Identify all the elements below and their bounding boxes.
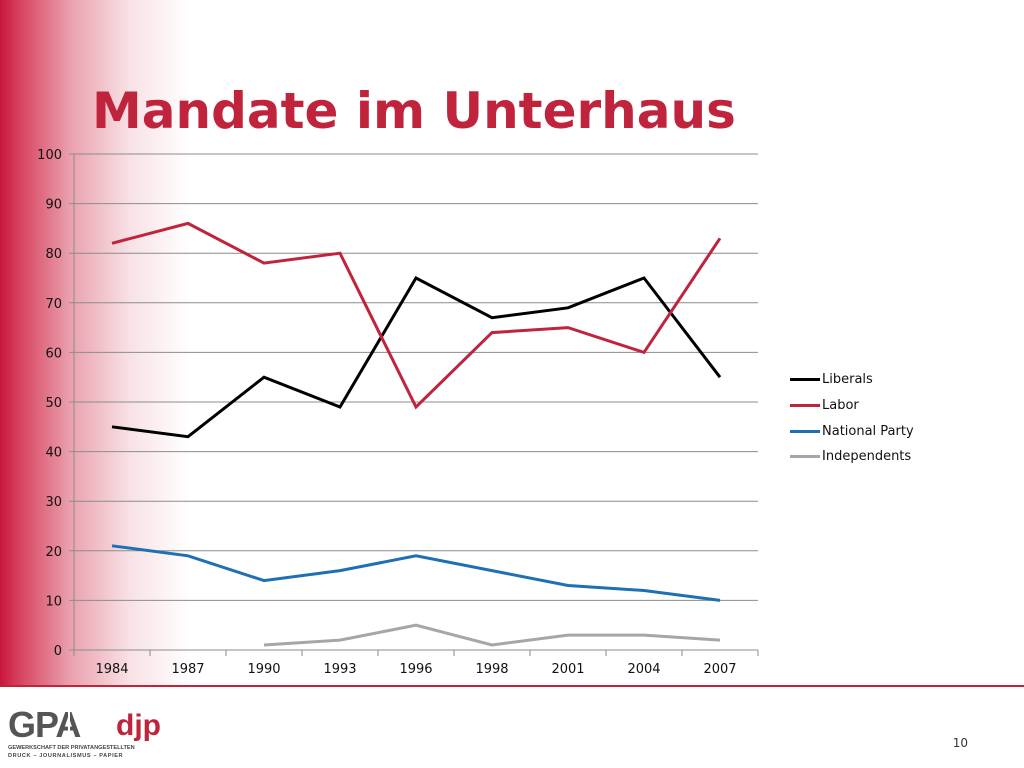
legend-item-national-party: National Party	[790, 418, 914, 444]
x-tick-label: 2004	[627, 662, 660, 677]
x-tick-label: 2001	[551, 662, 584, 677]
legend-swatch-labor	[790, 404, 820, 408]
series-line-national-party	[111, 544, 721, 602]
logo-subtitle-line2: DRUCK – JOURNALISMUS – PAPIER	[8, 753, 123, 759]
legend-item-independents: Independents	[790, 444, 914, 470]
legend-label: Liberals	[822, 372, 873, 388]
legend-label: Independents	[822, 449, 912, 465]
gpa-djp-logo: GPA djp GEWERKSCHAFT DER PRIVATANGESTELL…	[8, 704, 161, 759]
series-line-liberals	[111, 276, 722, 439]
page-number: 10	[952, 736, 968, 750]
chart-legend: Liberals Labor National Party Independents	[790, 367, 914, 470]
y-tick-label: 100	[37, 148, 62, 163]
legend-item-labor: Labor	[790, 393, 914, 419]
y-tick-label: 40	[45, 446, 62, 461]
legend-swatch-national-party	[790, 429, 820, 433]
legend-item-liberals: Liberals	[790, 367, 914, 393]
y-tick-label: 70	[45, 297, 62, 312]
x-tick-label: 1998	[475, 662, 508, 677]
x-tick-label: 1996	[399, 662, 432, 677]
x-tick-labels: 1984 1987 1990 1993 1996 1998 2001 2004 2007	[95, 662, 736, 677]
legend-swatch-independents	[790, 455, 820, 459]
x-tick-label: 1990	[247, 662, 280, 677]
grid-lines	[74, 153, 758, 601]
series-line-labor	[111, 221, 722, 410]
legend-label: National Party	[822, 423, 914, 439]
x-tick-label: 2007	[703, 662, 736, 677]
y-tick-label: 50	[45, 396, 62, 411]
y-tick-label: 20	[45, 545, 62, 560]
series-line-independents	[263, 623, 721, 647]
logo-subtitle-line1: GEWERKSCHAFT DER PRIVATANGESTELLTEN	[8, 745, 135, 751]
left-gradient-band	[0, 0, 190, 686]
x-tick-label: 1993	[323, 662, 356, 677]
y-tick-labels: 0 10 20 30 40 50 60 70 80 90 100	[37, 148, 62, 659]
axes	[69, 153, 759, 656]
x-tick-label: 1987	[171, 662, 204, 677]
y-tick-label: 60	[45, 346, 62, 361]
x-tick-label: 1984	[95, 662, 128, 677]
y-tick-label: 10	[45, 594, 62, 609]
legend-label: Labor	[822, 398, 859, 414]
slide-title: Mandate im Unterhaus	[92, 82, 736, 140]
y-tick-label: 80	[45, 247, 62, 262]
y-tick-label: 0	[54, 644, 62, 659]
logo-text-secondary: djp	[116, 709, 161, 742]
legend-swatch-liberals	[790, 378, 820, 382]
footer-divider	[0, 685, 1024, 687]
series-lines	[111, 221, 722, 647]
logo-text-main: GPA	[8, 704, 81, 745]
y-tick-label: 30	[45, 495, 62, 510]
y-tick-label: 90	[45, 198, 62, 213]
